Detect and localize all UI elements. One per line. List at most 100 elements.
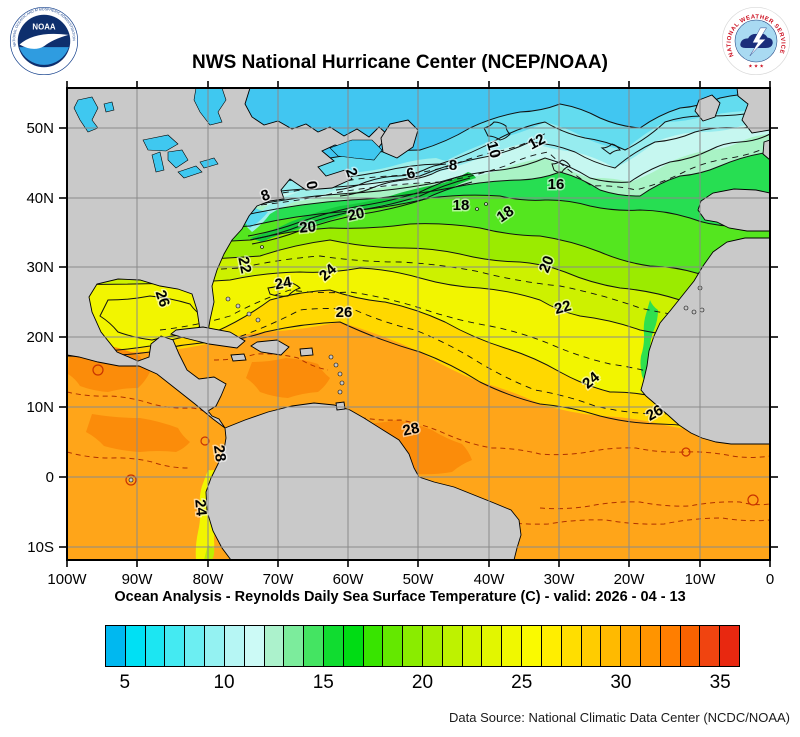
inland-water — [73, 96, 99, 133]
colorbar-cell — [106, 626, 126, 666]
colorbar-cell — [363, 626, 384, 666]
isotherm-loop — [483, 121, 511, 141]
island — [260, 245, 264, 249]
land-mass — [640, 237, 770, 445]
island — [128, 477, 134, 483]
nws-stars: ★ ★ ★ — [748, 63, 764, 69]
contour-label: 28 — [210, 444, 229, 463]
land-mass — [67, 88, 389, 429]
colorbar-cell — [541, 626, 562, 666]
contour-label: 24 — [191, 499, 209, 518]
land-mass — [230, 353, 247, 362]
isotherm-loop — [600, 143, 621, 155]
page-title: NWS National Hurricane Center (NCEP/NOAA… — [192, 52, 608, 73]
sst-overlay — [250, 172, 476, 242]
temperature-colorbar — [105, 625, 740, 667]
y-axis-label: 30N — [26, 259, 54, 276]
land-mass — [736, 88, 770, 134]
contour-label: 16 — [548, 176, 565, 193]
map-subtitle: Ocean Analysis - Reynolds Daily Sea Surf… — [114, 589, 686, 605]
island — [333, 362, 339, 368]
colorbar-cell — [284, 626, 305, 666]
x-axis-label: 70W — [263, 571, 295, 588]
colorbar-tick-label: 10 — [213, 672, 235, 693]
colorbar-tick-label: 30 — [610, 672, 632, 693]
colorbar-cell — [383, 626, 404, 666]
colorbar-cell — [205, 626, 225, 666]
colorbar-cell — [680, 626, 701, 666]
colorbar-tick-label: 25 — [511, 672, 533, 693]
colorbar-cell — [165, 626, 186, 666]
inland-water — [177, 165, 203, 179]
isotherm-loop — [267, 281, 301, 297]
colorbar-tick-label: 15 — [312, 672, 334, 693]
colorbar-cell — [125, 626, 146, 666]
contour-label: 10 — [483, 140, 504, 161]
contour-label: 22 — [553, 297, 574, 318]
colorbar-cell — [462, 626, 483, 666]
inland-water — [329, 139, 383, 161]
x-axis-label: 0 — [766, 571, 774, 588]
colorbar-cell — [185, 626, 206, 666]
isotherm-hot-loop — [125, 474, 137, 486]
isotherm-dashed-warm — [351, 415, 770, 458]
colorbar-cell — [304, 626, 324, 666]
sst-overlay — [640, 300, 658, 392]
isotherm-line — [251, 181, 473, 245]
data-source-note: Data Source: National Climatic Data Cent… — [449, 710, 790, 725]
sst-overlay — [246, 158, 458, 232]
contour-label: 8 — [449, 157, 457, 174]
inland-water — [151, 151, 165, 173]
isotherm-line — [67, 151, 770, 223]
colorbar-cell — [621, 626, 641, 666]
noaa-logo-text: NOAA — [32, 23, 55, 32]
isotherm-hot-loop — [200, 436, 210, 446]
colorbar-cell — [244, 626, 265, 666]
island — [484, 202, 488, 206]
island — [691, 309, 697, 315]
contour-label: 28 — [401, 420, 421, 440]
colorbar-cell — [343, 626, 364, 666]
y-axis-label: 10N — [26, 399, 54, 416]
y-axis-label: 0 — [46, 469, 54, 486]
island — [475, 207, 479, 211]
island — [235, 303, 241, 309]
colorbar-cell — [224, 626, 245, 666]
isotherm-hot-loop — [747, 494, 759, 506]
colorbar-tick-labels: 5 10 15 20 25 30 35 — [105, 672, 740, 698]
colorbar-cell — [264, 626, 285, 666]
contour-label: 26 — [336, 304, 353, 321]
isotherm-hot-loop — [92, 364, 104, 376]
isotherm-line — [339, 167, 453, 197]
colorbar-cell — [561, 626, 582, 666]
island — [683, 305, 689, 311]
island — [466, 204, 470, 208]
y-axis-label: 50N — [26, 120, 54, 137]
isotherm-line — [247, 173, 469, 237]
contour-label: 20 — [299, 218, 317, 236]
sst-overlay — [204, 544, 215, 560]
island — [337, 389, 343, 395]
inland-water — [103, 101, 115, 113]
sst-overlay — [246, 358, 330, 398]
contour-label: 18 — [453, 197, 470, 214]
colorbar-tick-label: 20 — [411, 672, 434, 693]
colorbar-cell — [323, 626, 344, 666]
x-axis-label: 90W — [122, 571, 154, 588]
land-mass — [762, 139, 770, 161]
isotherm-dashed-warm — [67, 391, 213, 417]
x-axis-label: 30W — [544, 571, 576, 588]
island — [246, 311, 252, 317]
x-axis-label: 10W — [685, 571, 717, 588]
colorbar-cell — [700, 626, 721, 666]
land-mass — [335, 401, 346, 411]
x-axis-label: 60W — [333, 571, 365, 588]
colorbar-tick-label: 35 — [709, 672, 731, 693]
isotherm-line — [67, 321, 770, 436]
inland-water — [199, 157, 219, 169]
island — [339, 380, 345, 386]
contour-label: 22 — [234, 255, 254, 275]
colorbar-cell — [720, 626, 739, 666]
